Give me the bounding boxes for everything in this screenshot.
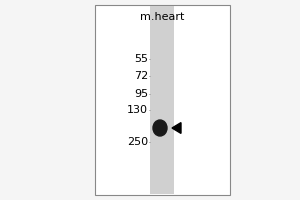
Bar [95, 5, 230, 195]
Text: 95: 95 [134, 89, 148, 99]
Text: 250: 250 [127, 137, 148, 147]
Polygon shape [172, 123, 181, 133]
Text: 55: 55 [134, 54, 148, 64]
Bar [150, 6, 174, 194]
Text: 72: 72 [134, 71, 148, 81]
Text: 130: 130 [127, 105, 148, 115]
Ellipse shape [153, 120, 167, 136]
Text: m.heart: m.heart [140, 12, 184, 22]
